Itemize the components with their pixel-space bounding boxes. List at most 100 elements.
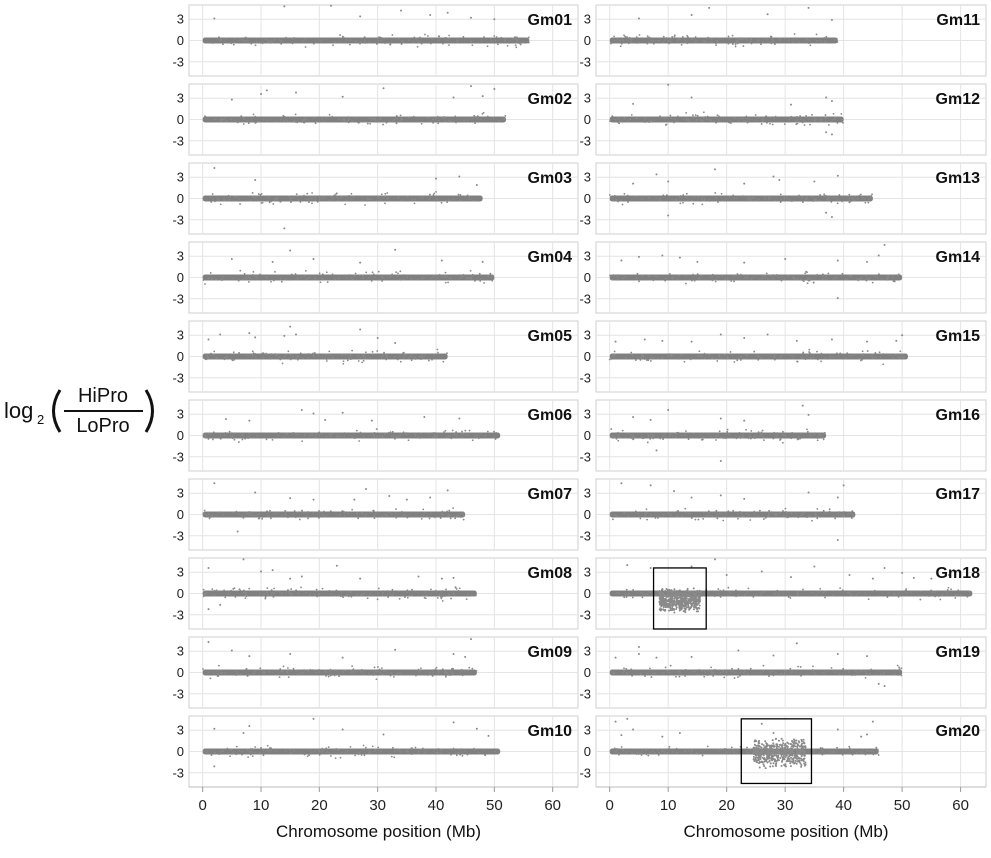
data-point	[847, 195, 850, 198]
data-point	[290, 588, 293, 590]
data-point	[875, 673, 878, 676]
data-point	[644, 752, 647, 755]
y-tick-label: -3	[172, 765, 184, 780]
data-point	[237, 441, 240, 443]
data-point-dispersed	[800, 738, 803, 741]
y-tick-label: -3	[172, 133, 184, 148]
data-point	[402, 278, 405, 281]
data-point	[287, 589, 289, 591]
data-point	[334, 757, 337, 760]
data-point	[366, 197, 369, 200]
data-point	[327, 751, 330, 754]
data-point	[476, 117, 479, 120]
data-point-dispersed	[781, 739, 784, 742]
data-point	[271, 591, 273, 594]
data-point	[668, 747, 670, 750]
data-point	[249, 748, 252, 750]
data-point	[371, 271, 374, 274]
data-point	[275, 120, 278, 123]
data-point	[810, 592, 813, 595]
data-point	[465, 598, 468, 600]
data-point	[898, 666, 900, 669]
data-point-dispersed	[801, 747, 804, 750]
data-point	[883, 671, 886, 674]
data-point-dispersed	[757, 741, 760, 744]
data-point	[614, 436, 617, 439]
data-point	[209, 196, 212, 199]
data-point	[430, 588, 432, 591]
data-point	[427, 116, 430, 119]
data-point	[659, 437, 662, 440]
data-point	[837, 512, 840, 515]
data-point	[631, 752, 633, 755]
data-point	[363, 592, 366, 595]
data-point	[428, 198, 431, 201]
data-point	[445, 671, 448, 674]
data-point	[897, 674, 900, 676]
data-point	[494, 438, 497, 440]
data-point	[304, 269, 307, 272]
data-point	[644, 117, 646, 120]
data-point	[362, 359, 365, 362]
data-point	[820, 352, 823, 355]
outlier-point	[283, 5, 286, 8]
data-point	[379, 36, 381, 39]
data-point	[239, 203, 241, 205]
data-point	[241, 38, 244, 41]
data-point-dispersed	[677, 597, 680, 600]
data-point	[847, 671, 850, 674]
data-point	[651, 750, 654, 752]
data-point	[651, 672, 654, 675]
data-point	[444, 674, 447, 677]
data-point	[447, 199, 450, 202]
data-point	[615, 438, 618, 440]
data-point-dispersed	[780, 737, 783, 740]
data-point-dispersed	[662, 596, 665, 599]
data-point	[369, 122, 372, 125]
data-point	[815, 198, 818, 201]
data-point	[309, 668, 312, 671]
data-point	[835, 749, 838, 751]
data-point	[329, 668, 332, 671]
data-point	[454, 751, 457, 754]
outlier-point	[213, 727, 216, 730]
data-point	[842, 514, 845, 517]
data-point	[739, 37, 741, 39]
data-point	[444, 675, 447, 678]
data-point	[393, 756, 396, 759]
outlier-point	[895, 339, 898, 342]
outlier-point	[207, 338, 210, 341]
x-tick-label: 50	[486, 797, 503, 814]
data-point-dispersed	[673, 611, 676, 614]
data-point	[760, 356, 762, 359]
data-point	[259, 193, 262, 196]
data-point	[669, 433, 672, 436]
data-point	[295, 589, 298, 592]
data-point	[256, 513, 259, 516]
data-point	[613, 350, 616, 353]
data-point	[405, 433, 408, 436]
data-point	[897, 273, 900, 276]
data-point-dispersed	[691, 599, 694, 602]
data-point	[247, 281, 250, 283]
data-point	[402, 41, 405, 43]
data-point	[692, 115, 695, 118]
highlight-box-gm18	[652, 567, 707, 630]
data-point	[316, 120, 318, 123]
data-point	[753, 437, 756, 440]
data-point	[292, 667, 295, 670]
data-point	[349, 39, 351, 42]
data-point	[668, 42, 671, 45]
data-point	[251, 354, 254, 357]
data-point	[780, 354, 783, 357]
data-point	[402, 431, 405, 434]
data-point-dispersed	[766, 748, 769, 751]
data-point	[373, 276, 376, 279]
data-point	[677, 431, 680, 434]
data-point	[415, 674, 417, 677]
data-point	[704, 115, 707, 118]
data-point	[764, 516, 767, 519]
data-point-dispersed	[684, 594, 687, 597]
